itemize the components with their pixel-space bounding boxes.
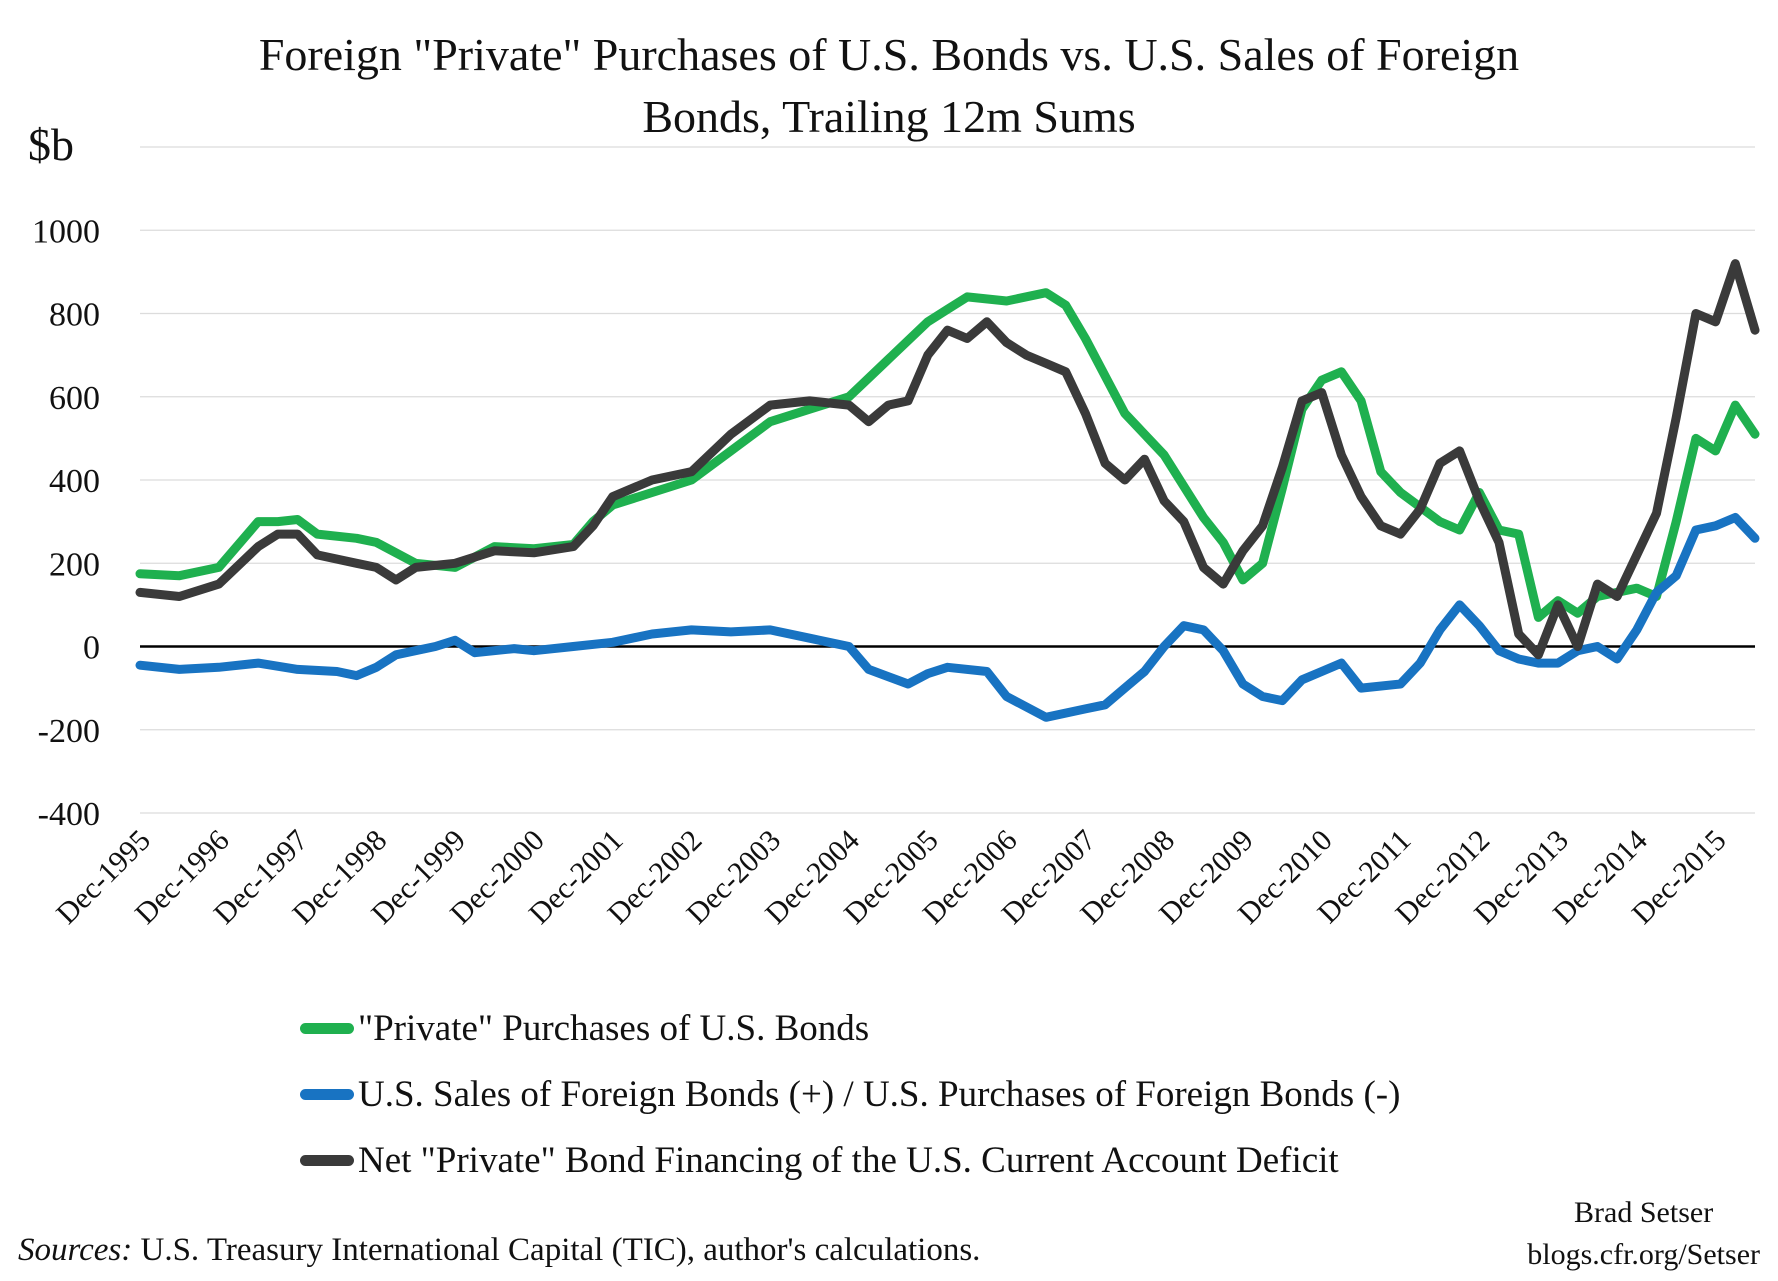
series-line-1 [135, 513, 1760, 722]
y-tick-label: 200 [49, 546, 100, 583]
chart-title-line-2: Bonds, Trailing 12m Sums [642, 91, 1136, 142]
chart-title-line-1: Foreign "Private" Purchases of U.S. Bond… [258, 29, 1520, 80]
source-label: Sources: [18, 1232, 133, 1268]
series-line-2 [135, 259, 1760, 660]
legend-label: "Private" Purchases of U.S. Bonds [358, 1007, 870, 1049]
legend-item-private-purchases: "Private" Purchases of U.S. Bonds [300, 995, 1400, 1061]
legend-item-net-financing: Net "Private" Bond Financing of the U.S.… [300, 1127, 1400, 1193]
legend-label: Net "Private" Bond Financing of the U.S.… [358, 1139, 1339, 1181]
gridlines [140, 146, 1755, 814]
y-tick-label: 600 [49, 380, 100, 417]
y-tick-label: 800 [49, 297, 100, 334]
y-tick-label: 400 [49, 463, 100, 500]
y-tick-label: -200 [38, 713, 100, 750]
y-tick-label: 0 [83, 630, 100, 667]
legend-swatch-dark [300, 1154, 354, 1166]
author-credit: Brad Setser blogs.cfr.org/Setser [1527, 1192, 1760, 1276]
legend-label: U.S. Sales of Foreign Bonds (+) / U.S. P… [358, 1073, 1401, 1115]
legend-swatch-blue [300, 1088, 354, 1100]
source-text: U.S. Treasury International Capital (TIC… [132, 1232, 981, 1268]
x-axis-ticks: Dec-1995Dec-1996Dec-1997Dec-1998Dec-1999… [50, 824, 1733, 931]
legend-item-us-sales: U.S. Sales of Foreign Bonds (+) / U.S. P… [300, 1061, 1400, 1127]
y-tick-label: -400 [38, 796, 100, 833]
y-tick-label: 1000 [32, 213, 100, 250]
source-note: Sources: U.S. Treasury International Cap… [18, 1232, 980, 1269]
y-axis-ticks: -400 -200 0 200 400 600 800 1000 [32, 213, 100, 833]
y-axis-unit-label: $b [28, 119, 74, 170]
legend: "Private" Purchases of U.S. Bonds U.S. S… [300, 995, 1400, 1193]
author-site: blogs.cfr.org/Setser [1527, 1238, 1760, 1271]
series-lines [135, 259, 1760, 722]
legend-swatch-green [300, 1022, 354, 1034]
author-name: Brad Setser [1574, 1196, 1714, 1229]
